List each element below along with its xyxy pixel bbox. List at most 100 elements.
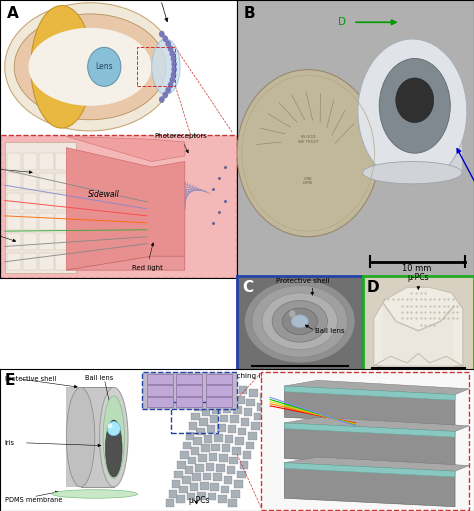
Circle shape: [237, 69, 379, 237]
Bar: [212, 406, 221, 413]
Text: E: E: [5, 373, 15, 388]
Bar: [171, 402, 218, 433]
Bar: [210, 415, 218, 423]
Text: B: B: [244, 6, 256, 20]
Ellipse shape: [31, 6, 92, 128]
Bar: [232, 447, 241, 455]
Bar: [23, 193, 37, 210]
Polygon shape: [374, 287, 463, 366]
Polygon shape: [284, 457, 469, 471]
Bar: [179, 485, 188, 494]
Bar: [187, 493, 195, 500]
Bar: [246, 442, 254, 449]
Bar: [147, 397, 173, 407]
Bar: [147, 385, 173, 396]
Ellipse shape: [289, 310, 295, 317]
Polygon shape: [284, 417, 469, 431]
Circle shape: [165, 40, 171, 47]
Bar: [7, 173, 21, 190]
Polygon shape: [284, 380, 469, 394]
Bar: [66, 387, 114, 487]
Bar: [55, 233, 70, 250]
Bar: [204, 435, 212, 443]
Bar: [23, 153, 37, 170]
Bar: [220, 414, 228, 423]
Bar: [39, 253, 54, 270]
Bar: [223, 405, 231, 413]
Bar: [205, 399, 213, 406]
Bar: [39, 173, 54, 190]
Bar: [224, 476, 232, 484]
Text: Iris: Iris: [5, 440, 15, 446]
Bar: [363, 111, 462, 173]
Ellipse shape: [66, 387, 95, 487]
Bar: [169, 490, 177, 498]
Text: Red light: Red light: [131, 243, 163, 270]
Bar: [261, 372, 469, 509]
Bar: [244, 408, 252, 416]
Bar: [234, 480, 243, 488]
Circle shape: [171, 56, 176, 62]
Bar: [195, 463, 204, 472]
Bar: [219, 454, 228, 462]
Bar: [208, 389, 216, 397]
Bar: [192, 473, 201, 481]
Bar: [55, 253, 70, 270]
Text: Lens: Lens: [95, 62, 113, 72]
Bar: [198, 454, 207, 462]
Bar: [23, 253, 37, 270]
Ellipse shape: [379, 58, 450, 153]
Circle shape: [262, 293, 337, 350]
Bar: [207, 425, 215, 433]
Text: Al: Al: [295, 499, 302, 505]
Bar: [176, 374, 202, 384]
Bar: [142, 372, 237, 409]
Bar: [216, 463, 225, 472]
Ellipse shape: [105, 420, 122, 477]
Bar: [214, 434, 223, 442]
Bar: [231, 490, 240, 498]
Bar: [233, 406, 242, 413]
Ellipse shape: [28, 28, 152, 106]
Bar: [176, 385, 202, 396]
Text: Glass: Glass: [417, 499, 436, 505]
Bar: [5, 142, 76, 273]
Text: Inner retina: Inner retina: [0, 164, 32, 174]
Text: Ball lens: Ball lens: [85, 375, 114, 381]
Bar: [236, 396, 245, 404]
Bar: [217, 424, 226, 432]
Bar: [206, 397, 232, 407]
Bar: [200, 482, 209, 490]
Bar: [39, 193, 54, 210]
Bar: [188, 457, 196, 464]
Polygon shape: [284, 423, 455, 437]
Bar: [189, 422, 197, 430]
Ellipse shape: [14, 14, 166, 120]
Bar: [7, 213, 21, 230]
Text: ONE
DIME: ONE DIME: [303, 177, 313, 185]
Bar: [183, 442, 191, 449]
Text: Matching image sensor: Matching image sensor: [223, 373, 308, 379]
Bar: [55, 193, 70, 210]
Circle shape: [245, 280, 355, 363]
Text: A: A: [7, 6, 19, 20]
Circle shape: [282, 308, 318, 335]
Bar: [237, 471, 246, 478]
Bar: [235, 437, 244, 445]
Bar: [209, 453, 217, 461]
Bar: [208, 493, 216, 500]
Bar: [191, 412, 200, 421]
Bar: [206, 463, 214, 471]
Bar: [55, 213, 70, 230]
Bar: [180, 451, 189, 459]
Bar: [249, 389, 258, 397]
Bar: [185, 466, 193, 474]
Bar: [229, 457, 238, 464]
Bar: [193, 437, 202, 445]
Circle shape: [252, 285, 347, 357]
Bar: [215, 396, 224, 404]
Bar: [166, 499, 174, 507]
Text: 5 mm: 5 mm: [407, 374, 429, 383]
Bar: [226, 395, 234, 403]
Bar: [172, 480, 180, 488]
